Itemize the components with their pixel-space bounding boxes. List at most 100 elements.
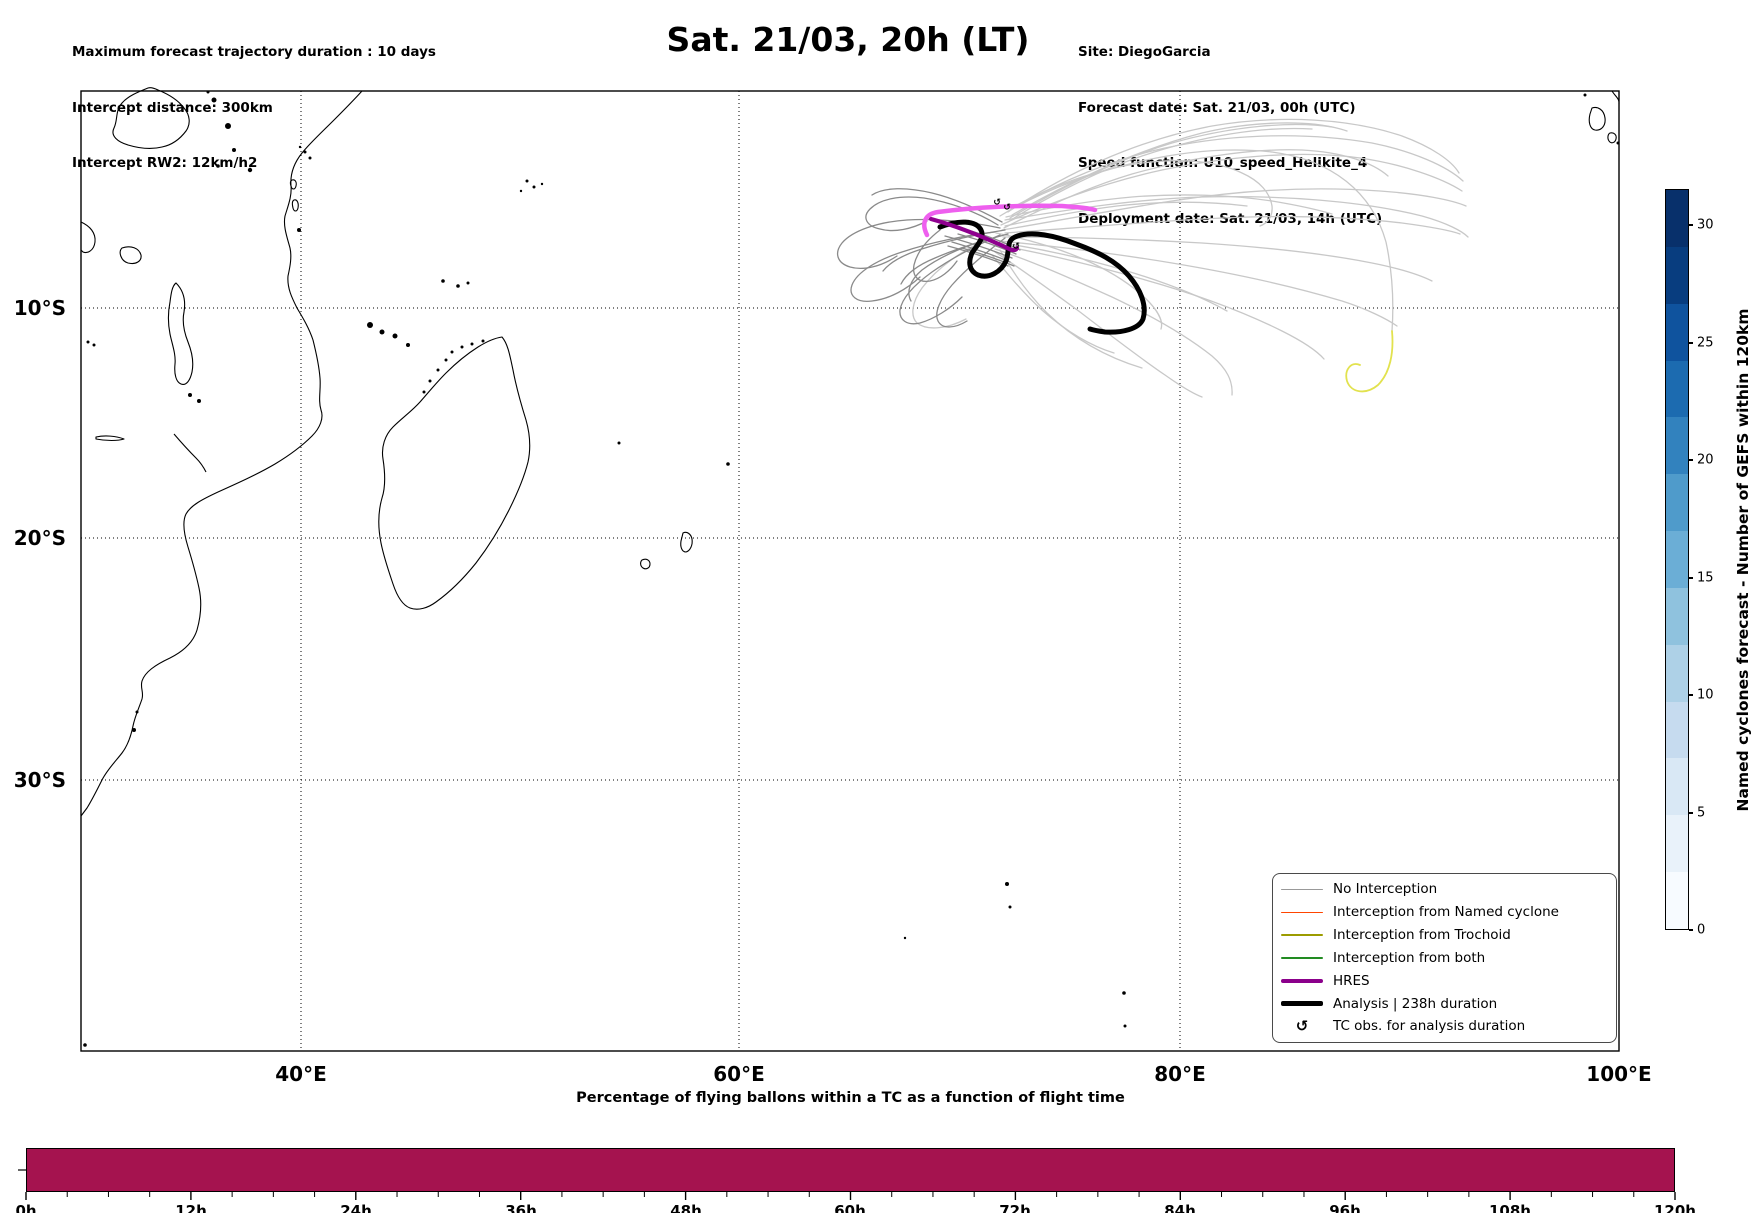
coastlines [80,87,1620,1047]
trajectories-no-interception-dark-path [871,188,1003,223]
island-dot [617,441,621,445]
colorbar-band [1666,360,1688,418]
island-dot [406,343,410,347]
island-dot [903,936,907,940]
coastline-path [291,199,299,212]
trajectories-no-interception-light-path [1004,216,1461,235]
island-dot [392,333,398,339]
island-dot [247,167,253,173]
rotate-ccw-icon: ↺ [1295,1016,1309,1035]
flight-time-tick-label: 36h [505,1202,537,1213]
coastline-path [80,221,96,254]
trajectories-no-interception-dark [836,188,1021,328]
figure-title: Sat. 21/03, 20h (LT) [666,20,1030,59]
coastline-path [112,87,190,150]
longitude-label: 100°E [1586,1062,1652,1086]
island-dot [532,185,536,189]
island-dot [379,329,385,335]
trajectories-no-interception-dark-path [961,247,1015,267]
legend-item-label: Analysis | 238h duration [1333,995,1498,1012]
colorbar-band [1666,246,1688,304]
coastline-path [167,282,194,385]
colorbar-tickmark [1689,577,1693,579]
coastline-path [95,435,125,442]
tc-obs-marker: ↺ [993,198,1001,208]
island-dot [308,156,312,160]
island-dot [232,148,236,152]
legend: No Interception Interception from Named c… [1272,873,1617,1043]
legend-line-swatch [1281,934,1323,936]
coastline-path [1607,132,1617,144]
colorbar-tick-label: 0 [1697,922,1706,938]
island-dot [132,728,136,732]
coastline-path [1588,106,1606,131]
flight-time-tick-label: 120h [1654,1202,1696,1213]
island-dot [298,145,302,149]
island-dot [197,399,201,403]
island-dot [428,379,432,383]
trajectories-no-interception-dark-path [912,229,958,282]
legend-line-swatch [1281,1001,1323,1006]
island-dot [297,228,301,232]
legend-line-swatch [1281,978,1323,984]
longitude-label: 60°E [713,1062,765,1086]
island-dot [444,358,448,362]
legend-item: ↺ TC obs. for analysis duration [1281,1015,1608,1037]
legend-item-label: Interception from both [1333,949,1486,966]
legend-line-swatch [1281,911,1323,914]
colorbar-band [1666,872,1688,929]
trajectories-no-interception-light-path [1007,118,1460,213]
colorbar [1665,189,1689,930]
trajectories-no-interception-light-path [1007,127,1313,223]
island-dot [1008,905,1012,909]
island-dot [135,710,139,714]
hres-track-magenta [922,203,1098,238]
trajectories-no-interception-light-path [994,248,1233,396]
island-dot [540,182,544,186]
island-dot [422,390,426,394]
island-dot [188,393,192,397]
colorbar-tickmark [1689,342,1693,344]
trajectory-trochoid-yellow-path [1345,330,1394,393]
colorbar-band [1666,758,1688,816]
coastline-path [640,558,651,570]
trajectories-no-interception-light-path [1014,160,1273,227]
island-dot [92,343,96,347]
legend-item-label: No Interception [1333,881,1438,898]
legend-color-line [1281,911,1323,914]
island-dot [1583,93,1587,97]
legend-color-line [1281,1001,1323,1006]
coastline-path [119,246,142,265]
island-dot [211,97,217,103]
island-dot [525,179,529,183]
bottom-chart-title: Percentage of flying ballons within a TC… [576,1090,1125,1106]
legend-line-swatch [1281,957,1323,959]
island-dot [303,150,307,154]
legend-item: Interception from Named cyclone [1281,901,1608,923]
trajectories-no-interception-light-path [1004,201,1248,227]
max-duration-line: Maximum forecast trajectory duration : 1… [72,44,436,60]
flight-time-tick-label: 24h [340,1202,372,1213]
latitude-label: 10°S [13,296,66,320]
colorbar-band [1666,474,1688,532]
trajectories-no-interception-dark-path [957,233,1017,255]
colorbar-band [1666,701,1688,759]
island-dot [1123,1024,1127,1028]
trajectories-no-interception-light-path [999,240,1398,327]
colorbar-band [1666,644,1688,702]
island-dot [519,189,523,193]
legend-item: HRES [1281,970,1608,992]
run-parameters-block: Maximum forecast trajectory duration : 1… [72,6,436,210]
flight-time-tick-label: 48h [670,1202,702,1213]
legend-item-label: Interception from Trochoid [1333,927,1511,944]
site-line: Site: DiegoGarcia [1078,44,1211,60]
trajectories-no-interception-dark-path [899,234,1001,325]
flight-time-tick-label: 84h [1164,1202,1196,1213]
flight-time-tick-label: 108h [1489,1202,1531,1213]
colorbar-tick-label: 10 [1697,687,1714,703]
coastline-path [173,433,207,473]
island-dot [466,281,470,285]
colorbar-band [1666,587,1688,645]
flight-time-tick-label: 12h [175,1202,207,1213]
